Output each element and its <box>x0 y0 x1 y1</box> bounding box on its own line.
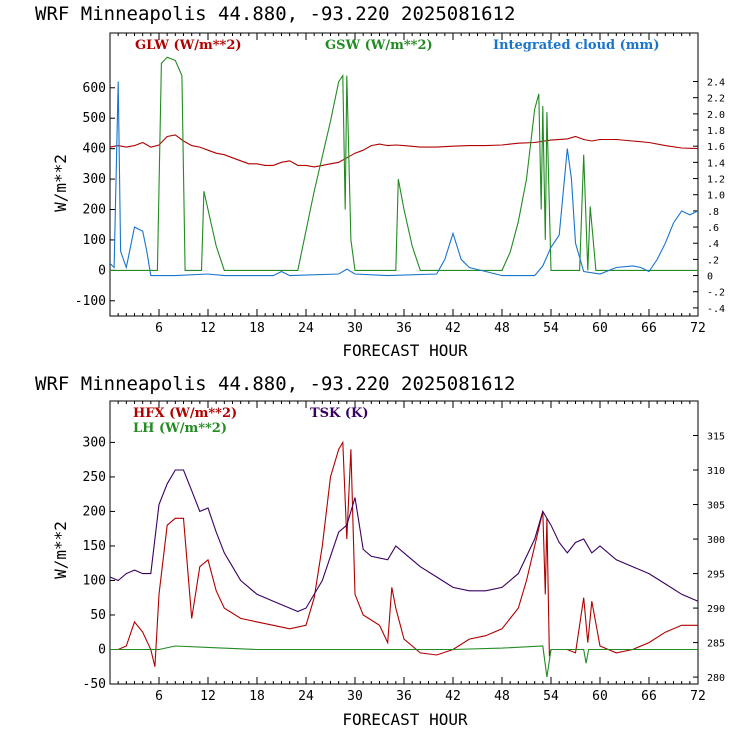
legend-integrated-cloud: Integrated cloud (mm) <box>493 38 659 53</box>
y2-tick-label: 1.0 <box>707 191 725 202</box>
y2-tick-label: 2.2 <box>707 94 725 105</box>
y2-tick-label: .4 <box>707 239 719 250</box>
y2-tick-label: -.4 <box>707 304 725 315</box>
x-tick-label: 54 <box>543 689 559 704</box>
x-tick-label: 12 <box>200 321 216 336</box>
x-tick-label: 36 <box>396 321 412 336</box>
x-tick-label: 42 <box>445 321 461 336</box>
bottom-chart-panel: WRF Minneapolis 44.880, -93.220 20250816… <box>35 373 725 729</box>
y-tick-label: -100 <box>75 294 106 309</box>
x-tick-label: 36 <box>396 689 412 704</box>
y-tick-label: 100 <box>83 573 106 588</box>
y2-tick-label: 315 <box>707 432 725 443</box>
x-tick-label: 54 <box>543 321 559 336</box>
x-tick-label: 72 <box>690 321 706 336</box>
y2-tick-label: 300 <box>707 535 725 546</box>
y2-tick-label: 2.0 <box>707 110 725 121</box>
y-tick-label: 0 <box>98 642 106 657</box>
x-tick-label: 72 <box>690 689 706 704</box>
x-tick-label: 60 <box>592 689 608 704</box>
y-tick-label: 600 <box>83 81 106 96</box>
y-tick-label: 500 <box>83 111 106 126</box>
y2-tick-label: 310 <box>707 466 725 477</box>
series-line-tsk <box>109 469 699 613</box>
y2-tick-label: 1.4 <box>707 158 725 169</box>
y-tick-label: 100 <box>83 233 106 248</box>
y2-tick-label: .8 <box>707 207 719 218</box>
y2-tick-label: .2 <box>707 255 719 266</box>
top-x-axis-label: FORECAST HOUR <box>342 341 468 360</box>
y2-tick-label: 2.4 <box>707 78 725 89</box>
x-tick-label: 48 <box>494 321 510 336</box>
bottom-x-axis-label: FORECAST HOUR <box>342 710 468 729</box>
y-tick-label: 50 <box>90 608 106 623</box>
y2-tick-label: -.2 <box>707 288 725 299</box>
y-tick-label: 300 <box>83 435 106 450</box>
legend-tsk: TSK (K) <box>310 406 369 421</box>
legend-hfx: HFX (W/m**2) <box>133 406 237 421</box>
x-tick-label: 18 <box>249 321 265 336</box>
y-tick-label: 250 <box>83 470 106 485</box>
y2-tick-label: 1.8 <box>707 126 725 137</box>
series-line-gsw <box>110 56 698 271</box>
x-tick-label: 66 <box>641 321 657 336</box>
top-chart-title: WRF Minneapolis 44.880, -93.220 20250816… <box>35 3 515 25</box>
y2-tick-label: 280 <box>707 673 725 684</box>
x-tick-label: 6 <box>155 321 163 336</box>
x-tick-label: 12 <box>200 689 216 704</box>
y-tick-label: 0 <box>98 263 106 278</box>
x-tick-label: 42 <box>445 689 461 704</box>
y2-tick-label: .6 <box>707 223 719 234</box>
y2-tick-label: 295 <box>707 570 725 581</box>
bottom-y-axis-label: W/m**2 <box>51 521 70 579</box>
y2-tick-label: 0 <box>707 272 713 283</box>
series-line-hfx <box>110 440 698 667</box>
legend-lh: LH (W/m**2) <box>133 421 227 436</box>
top-chart-panel: WRF Minneapolis 44.880, -93.220 20250816… <box>35 3 725 360</box>
bottom-chart-title: WRF Minneapolis 44.880, -93.220 20250816… <box>35 373 515 395</box>
series-line-lh <box>110 645 698 678</box>
y2-tick-label: 285 <box>707 639 725 650</box>
x-tick-label: 30 <box>347 321 363 336</box>
y2-tick-label: 1.2 <box>707 175 725 186</box>
x-tick-label: 30 <box>347 689 363 704</box>
top-plot-frame <box>109 32 699 317</box>
x-tick-label: 48 <box>494 689 510 704</box>
x-tick-label: 66 <box>641 689 657 704</box>
y-tick-label: 300 <box>83 172 106 187</box>
y2-tick-label: 305 <box>707 501 725 512</box>
x-tick-label: 60 <box>592 321 608 336</box>
y-tick-label: 200 <box>83 202 106 217</box>
y-tick-label: -50 <box>83 677 106 692</box>
x-tick-label: 6 <box>155 689 163 704</box>
legend-glw: GLW (W/m**2) <box>135 38 242 53</box>
series-line-glw <box>109 134 699 168</box>
series-line-integrated <box>109 81 699 277</box>
x-tick-label: 24 <box>298 321 314 336</box>
bottom-plot-frame <box>109 400 699 685</box>
y2-tick-label: 290 <box>707 604 725 615</box>
y-tick-label: 200 <box>83 504 106 519</box>
legend-gsw: GSW (W/m**2) <box>325 38 433 53</box>
top-y-axis-label: W/m**2 <box>51 154 70 212</box>
x-tick-label: 24 <box>298 689 314 704</box>
y-tick-label: 400 <box>83 142 106 157</box>
y-tick-label: 150 <box>83 539 106 554</box>
y2-tick-label: 1.6 <box>707 142 725 153</box>
x-tick-label: 18 <box>249 689 265 704</box>
